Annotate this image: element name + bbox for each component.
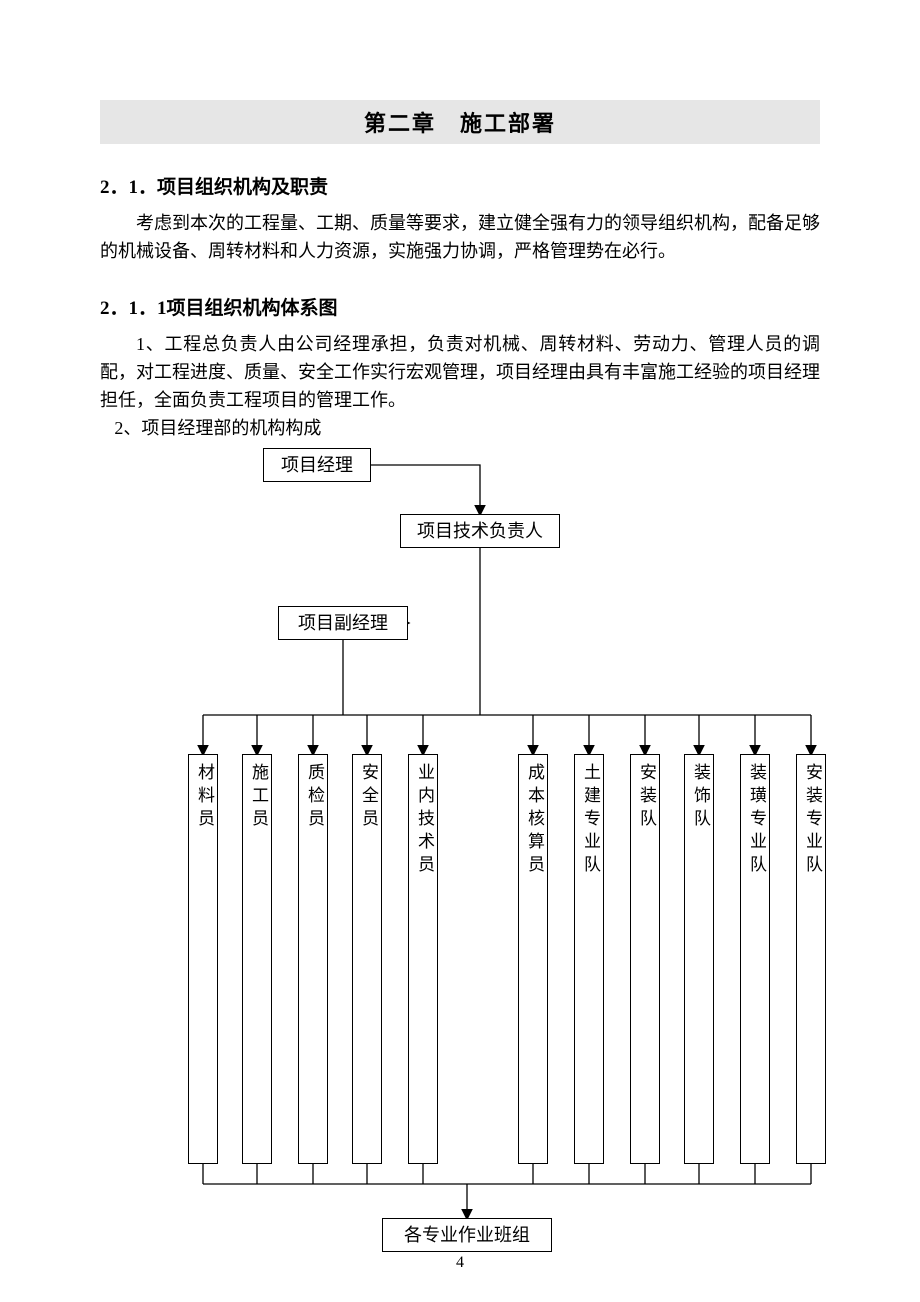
node-material-staff: 材料员 bbox=[188, 754, 218, 1164]
node-vice-manager: 项目副经理 bbox=[278, 606, 408, 640]
node-install-team: 安装队 bbox=[630, 754, 660, 1164]
section-2-1-1-item-2: 2、项目经理部的机构构成 bbox=[100, 414, 820, 442]
node-construction-staff: 施工员 bbox=[242, 754, 272, 1164]
section-2-1-1-heading: 2．1．1项目组织机构体系图 bbox=[100, 293, 820, 320]
section-2-1-heading: 2．1．项目组织机构及职责 bbox=[100, 172, 820, 199]
org-chart: 项目经理 项目技术负责人 项目副经理 各专业作业班组 材料员 施工员 质检员 安… bbox=[100, 448, 820, 1268]
node-install-pro-team: 安装专业队 bbox=[796, 754, 826, 1164]
chapter-title: 第二章 施工部署 bbox=[100, 100, 820, 144]
node-cost-staff: 成本核算员 bbox=[518, 754, 548, 1164]
node-work-crews: 各专业作业班组 bbox=[382, 1218, 552, 1252]
node-project-manager: 项目经理 bbox=[263, 448, 371, 482]
page-number: 4 bbox=[0, 1254, 920, 1272]
node-civil-team: 土建专业队 bbox=[574, 754, 604, 1164]
node-finishing-team: 装璜专业队 bbox=[740, 754, 770, 1164]
section-2-1-1-item-1: 1、工程总负责人由公司经理承担，负责对机械、周转材料、劳动力、管理人员的调配，对… bbox=[100, 330, 820, 414]
node-internal-tech-staff: 业内技术员 bbox=[408, 754, 438, 1164]
node-safety-staff: 安全员 bbox=[352, 754, 382, 1164]
section-2-1-paragraph: 考虑到本次的工程量、工期、质量等要求，建立健全强有力的领导组织机构，配备足够的机… bbox=[100, 209, 820, 265]
node-quality-staff: 质检员 bbox=[298, 754, 328, 1164]
node-decor-team: 装饰队 bbox=[684, 754, 714, 1164]
node-technical-lead: 项目技术负责人 bbox=[400, 514, 560, 548]
